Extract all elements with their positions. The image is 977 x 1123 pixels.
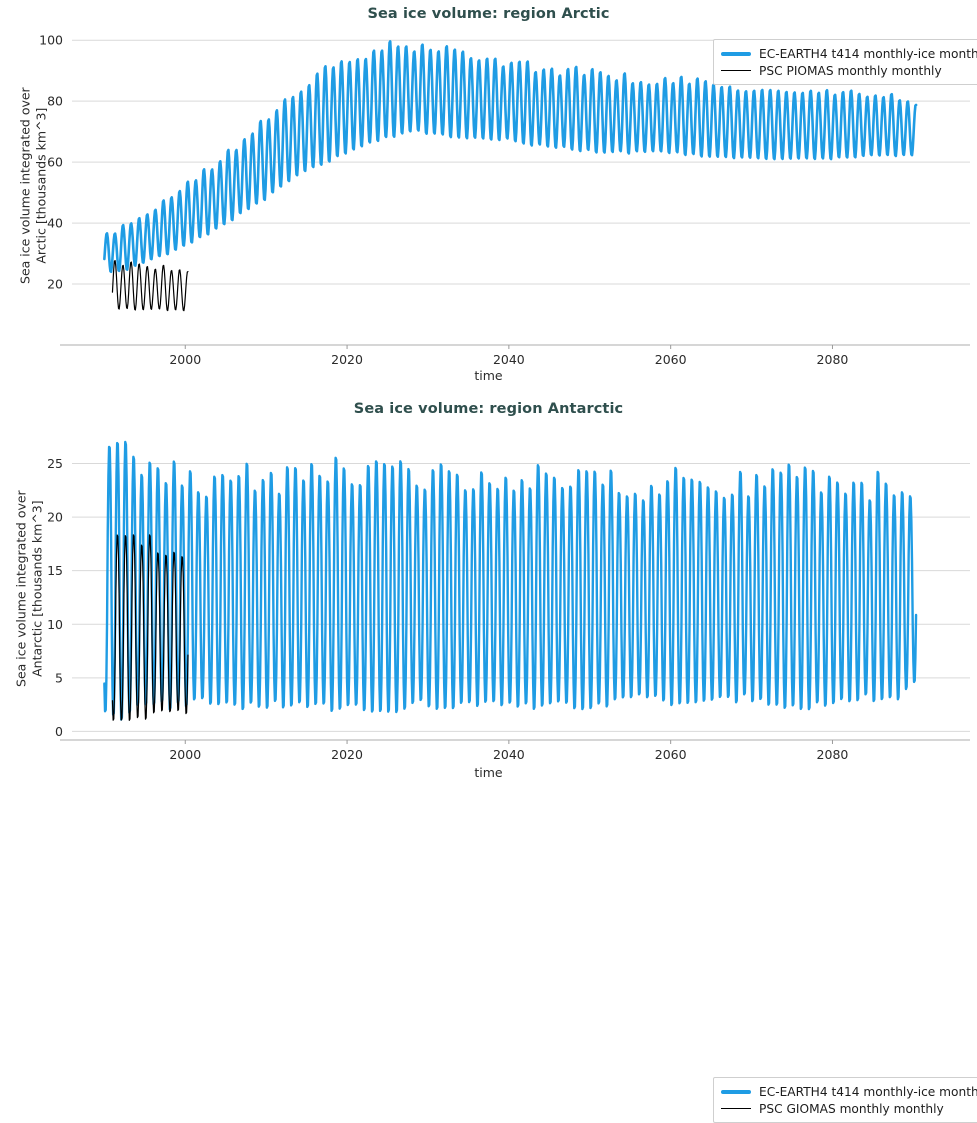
svg-text:2080: 2080: [817, 747, 849, 762]
chart-panel-arctic: Sea ice volume: region Arctic 20 40 60 80 10…: [0, 0, 977, 390]
x-axis-label-arctic: time: [474, 368, 503, 383]
legend-item: EC-EARTH4 t414 monthly-ice monthly: [721, 1083, 977, 1100]
legend-label: EC-EARTH4 t414 monthly-ice monthly: [759, 1084, 977, 1099]
svg-text:10: 10: [47, 617, 63, 632]
legend-label: EC-EARTH4 t414 monthly-ice monthly: [759, 46, 977, 61]
series-line: [103, 440, 918, 721]
legend-item: PSC GIOMAS monthly monthly: [721, 1100, 977, 1117]
y-axis-label-arctic-line2: Arctic [thousands km^3]: [33, 107, 48, 264]
legend-line-icon: [721, 1089, 751, 1094]
svg-text:20: 20: [47, 277, 63, 292]
svg-text:2040: 2040: [493, 747, 525, 762]
y-axis-label-antarctic-line2: Antarctic [thousands km^3]: [29, 500, 44, 677]
svg-text:20: 20: [47, 510, 63, 525]
legend-item: PSC PIOMAS monthly monthly: [721, 62, 977, 79]
y-axis-label-arctic-line1: Sea ice volume integrated over: [17, 87, 33, 284]
legend-line-icon: [721, 1108, 751, 1109]
y-axis-label-arctic: Sea ice volume integrated over Arctic [t…: [17, 56, 48, 316]
svg-text:100: 100: [39, 33, 63, 48]
svg-text:2000: 2000: [169, 352, 201, 367]
legend-item: EC-EARTH4 t414 monthly-ice monthly: [721, 45, 977, 62]
svg-text:5: 5: [55, 670, 63, 685]
svg-text:2060: 2060: [655, 747, 687, 762]
svg-text:2020: 2020: [331, 352, 363, 367]
plot-area-antarctic: 0 5 10 15 20 25 2000 2020 2040 2060 2080: [47, 440, 970, 762]
svg-text:2000: 2000: [169, 747, 201, 762]
svg-text:25: 25: [47, 456, 63, 471]
legend-label: PSC PIOMAS monthly monthly: [759, 63, 942, 78]
series-line: [111, 534, 189, 721]
y-axis-label-antarctic-line1: Sea ice volume integrated over: [13, 490, 29, 687]
svg-text:80: 80: [47, 94, 63, 109]
y-axis-label-antarctic: Sea ice volume integrated over Antarctic…: [13, 459, 44, 719]
svg-text:40: 40: [47, 216, 63, 231]
svg-text:0: 0: [55, 724, 63, 739]
svg-text:2020: 2020: [331, 747, 363, 762]
series-line: [103, 40, 918, 274]
legend-label: PSC GIOMAS monthly monthly: [759, 1101, 944, 1116]
legend-line-icon: [721, 70, 751, 71]
svg-text:15: 15: [47, 563, 63, 578]
svg-text:2040: 2040: [493, 352, 525, 367]
chart-panel-antarctic: Sea ice volume: region Antarctic 0 5 10 15 2…: [0, 388, 977, 1123]
svg-text:2060: 2060: [655, 352, 687, 367]
chart-title-arctic: Sea ice volume: region Arctic: [367, 6, 610, 22]
series-line: [111, 260, 189, 312]
svg-text:60: 60: [47, 155, 63, 170]
legend-line-icon: [721, 51, 751, 56]
chart-title-antarctic: Sea ice volume: region Antarctic: [353, 401, 624, 417]
svg-text:2080: 2080: [817, 352, 849, 367]
x-axis-label-antarctic: time: [474, 765, 503, 780]
legend-antarctic: EC-EARTH4 t414 monthly-ice monthly PSC G…: [713, 1077, 977, 1123]
legend-arctic: EC-EARTH4 t414 monthly-ice monthly PSC P…: [713, 39, 977, 85]
